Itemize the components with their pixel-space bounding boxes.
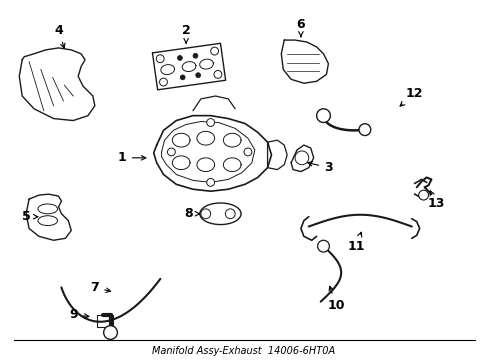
Text: 2: 2 <box>182 24 190 43</box>
Polygon shape <box>161 65 174 75</box>
Circle shape <box>156 55 164 63</box>
Polygon shape <box>152 43 225 90</box>
Text: 3: 3 <box>307 161 332 174</box>
Polygon shape <box>172 156 190 170</box>
Text: 5: 5 <box>22 210 38 223</box>
Circle shape <box>244 148 251 156</box>
Polygon shape <box>300 217 316 240</box>
Text: 8: 8 <box>184 207 199 220</box>
Circle shape <box>316 109 330 122</box>
Circle shape <box>167 148 175 156</box>
Text: 6: 6 <box>296 18 305 37</box>
Polygon shape <box>97 315 113 327</box>
Text: 12: 12 <box>399 86 423 106</box>
Circle shape <box>206 179 214 186</box>
Circle shape <box>317 240 329 252</box>
Ellipse shape <box>38 216 58 226</box>
Text: 1: 1 <box>118 151 145 164</box>
Circle shape <box>418 190 427 200</box>
Polygon shape <box>19 48 95 121</box>
Circle shape <box>206 118 214 126</box>
Polygon shape <box>267 140 286 170</box>
Text: 11: 11 <box>346 232 364 253</box>
Ellipse shape <box>200 203 241 225</box>
Circle shape <box>214 71 222 78</box>
Ellipse shape <box>38 204 58 214</box>
Polygon shape <box>153 116 271 191</box>
Polygon shape <box>411 219 419 238</box>
Text: 7: 7 <box>90 281 110 294</box>
Polygon shape <box>281 40 328 83</box>
Polygon shape <box>172 133 190 147</box>
Circle shape <box>180 75 185 80</box>
Polygon shape <box>161 122 254 183</box>
Polygon shape <box>223 133 241 147</box>
Polygon shape <box>223 158 241 172</box>
Polygon shape <box>197 131 214 145</box>
Circle shape <box>103 326 117 339</box>
Circle shape <box>195 73 200 78</box>
Circle shape <box>193 53 198 58</box>
Text: 9: 9 <box>69 309 89 321</box>
Circle shape <box>358 124 370 135</box>
Circle shape <box>177 55 182 60</box>
Text: 13: 13 <box>427 191 444 211</box>
Text: 4: 4 <box>54 24 65 48</box>
Polygon shape <box>182 62 196 72</box>
Polygon shape <box>197 158 214 172</box>
Polygon shape <box>193 96 235 111</box>
Circle shape <box>159 78 167 86</box>
Polygon shape <box>26 194 71 240</box>
Circle shape <box>210 47 218 55</box>
Polygon shape <box>199 59 213 69</box>
Text: Manifold Assy-Exhaust  14006-6HT0A: Manifold Assy-Exhaust 14006-6HT0A <box>152 346 335 356</box>
Polygon shape <box>290 145 313 172</box>
Text: 10: 10 <box>327 286 345 311</box>
